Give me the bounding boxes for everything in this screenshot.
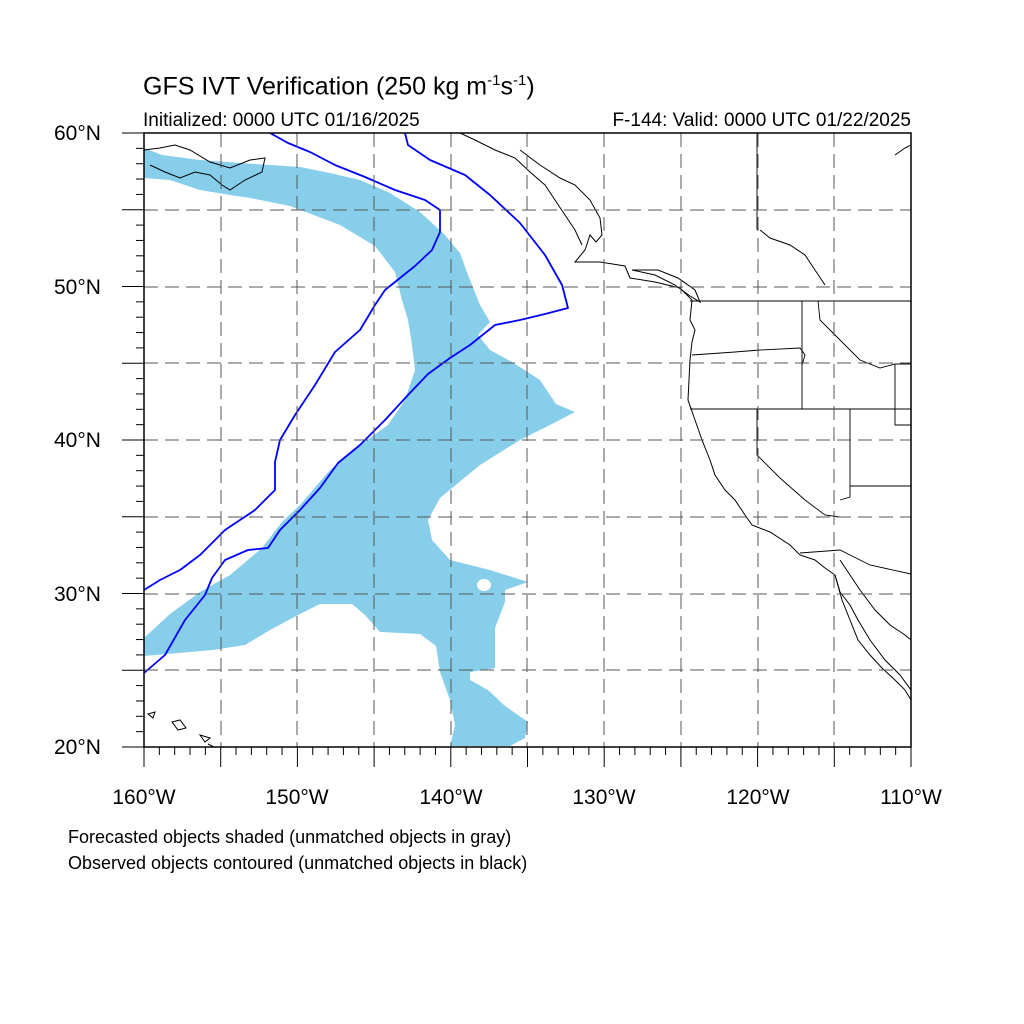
grid-lines xyxy=(144,133,911,747)
observed-contour-inner xyxy=(144,133,569,674)
lon-label-150w: 150°W xyxy=(265,786,329,809)
border-nv-ut xyxy=(839,409,911,501)
border-id xyxy=(801,300,911,409)
lon-label-110w: 110°W xyxy=(880,786,942,809)
coastline-baja xyxy=(834,574,911,701)
coastline-vancouver-island xyxy=(631,269,702,304)
observed-objects xyxy=(144,133,569,674)
lon-label-140w: 140°W xyxy=(419,786,483,809)
axis-ticks xyxy=(122,132,912,767)
political-borders xyxy=(690,133,911,575)
lat-label-40n: 40°N xyxy=(54,429,101,452)
lon-label-120w: 120°W xyxy=(726,786,790,809)
lat-label-20n: 20°N xyxy=(54,736,101,759)
coastline-west-coast xyxy=(519,149,911,691)
border-us-mexico xyxy=(799,549,911,575)
lat-label-30n: 30°N xyxy=(54,583,101,606)
lat-label-60n: 60°N xyxy=(54,122,101,145)
coastlines xyxy=(144,133,911,747)
lat-label-50n: 50°N xyxy=(54,276,101,299)
coastline-mexico xyxy=(839,559,911,641)
legend-observed-text: Observed objects contoured (unmatched ob… xyxy=(68,853,528,873)
lon-label-160w: 160°W xyxy=(112,786,176,809)
observed-contour-outer xyxy=(144,133,441,591)
border-wa-or xyxy=(691,347,806,366)
chart-title: GFS IVT Verification (250 kg m-1s-1) xyxy=(143,72,535,101)
forecast-hole xyxy=(477,579,491,591)
border-nv xyxy=(756,409,841,518)
forecast-object-main xyxy=(144,148,575,746)
valid-time-label: F-144: Valid: 0000 UTC 01/22/2025 xyxy=(612,110,911,131)
coastline-north xyxy=(759,144,911,286)
coastline-hawaii xyxy=(146,711,215,747)
border-mt-wy xyxy=(894,364,911,426)
coastline-alaska xyxy=(144,144,266,191)
coastline-alaska-panhandle xyxy=(459,133,583,246)
lon-label-130w: 130°W xyxy=(572,786,636,809)
initialized-label: Initialized: 0000 UTC 01/16/2025 xyxy=(143,110,420,131)
forecast-objects xyxy=(144,148,575,746)
legend-forecast-text: Forecasted objects shaded (unmatched obj… xyxy=(68,827,512,847)
